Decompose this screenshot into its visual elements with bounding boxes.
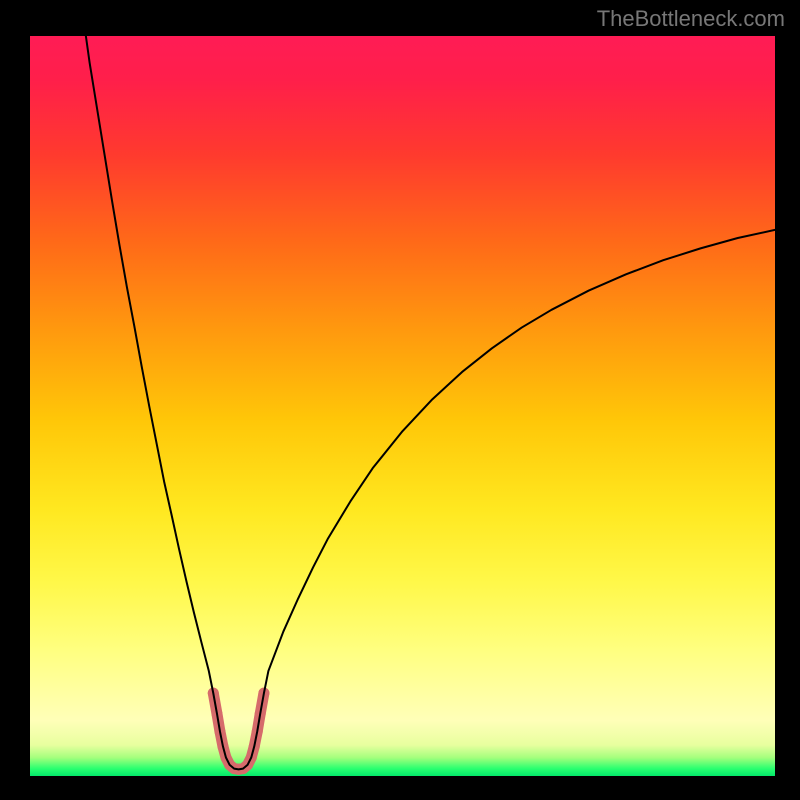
chart-stage: TheBottleneck.com [0,0,800,800]
watermark-text: TheBottleneck.com [597,6,785,32]
plot-background [30,36,775,776]
bottleneck-curve-chart [30,36,775,776]
